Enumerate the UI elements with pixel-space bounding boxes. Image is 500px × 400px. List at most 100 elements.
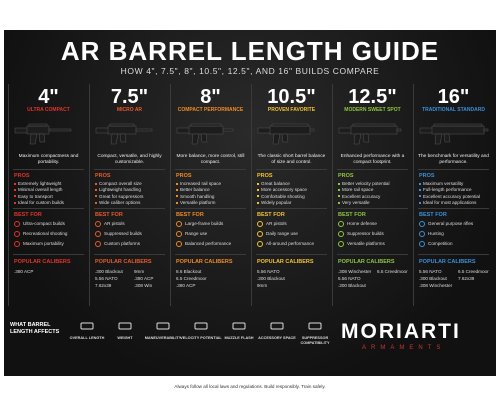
best-icon [14, 221, 20, 227]
pros-title: PROS [95, 173, 111, 179]
pro-item: Lightweight handling [95, 187, 141, 192]
best-item: Large-frame builds [176, 221, 223, 227]
bullet [95, 195, 97, 198]
best-item: Hunting [419, 231, 444, 237]
pro-item: Increased rail space [176, 181, 221, 186]
pro-text: Increased rail space [180, 181, 222, 186]
description: Maximum compactness and portability. [18, 154, 79, 165]
brand-sub: ARMAMENTS [362, 345, 446, 351]
best-text: Daily range use [266, 231, 298, 237]
caliber: 6.5 Creedmoor [458, 269, 489, 274]
pro-text: Compact overall size [99, 181, 142, 186]
column-label: PROVEN FAVORITE [267, 107, 316, 113]
pro-item: Maximum versatility [419, 181, 463, 186]
pro-item: Ideal for custom builds [14, 200, 64, 205]
pro-text: Full-length performance [423, 187, 472, 193]
divider [94, 208, 165, 209]
factor-label: MUZZLE FLASH [224, 336, 254, 340]
bullet [338, 182, 340, 185]
best-text: Large-frame builds [185, 221, 224, 227]
bullet [176, 182, 178, 185]
divider [13, 169, 84, 170]
best-text: Ultra-compact builds [23, 221, 65, 227]
disclaimer: Always follow all local laws and regulat… [174, 384, 326, 389]
best-icon [95, 231, 101, 237]
best-title: BEST FOR [176, 212, 204, 218]
caliber: 8.6 Blackout [176, 269, 202, 274]
column: 4" ULTRA COMPACT Maximum compactness and … [8, 84, 88, 306]
factor-label: SUPPRESSOR COMPATIBILITY [300, 336, 330, 345]
bullet [95, 189, 97, 192]
best-icon [419, 241, 425, 247]
best-icon [419, 231, 425, 237]
pro-item: Full-length performance [419, 187, 472, 192]
divider [418, 208, 489, 209]
factor-icon [232, 322, 246, 330]
pro-item: Very versatile [338, 200, 370, 205]
board [4, 30, 496, 376]
best-text: Suppressed builds [104, 231, 142, 237]
divider [256, 208, 327, 209]
divider [175, 169, 246, 170]
pro-item: Extremely lightweight [14, 181, 61, 186]
pro-item: Easy to transport [14, 194, 53, 199]
pros-title: PROS [338, 173, 354, 179]
best-text: Versatile platforms [347, 241, 385, 247]
factor-icon [118, 322, 132, 330]
best-text: Home defense [347, 221, 377, 227]
pro-text: Great balance [261, 181, 290, 186]
pro-text: Maximum versatility [423, 181, 464, 186]
pro-text: Better velocity potential [342, 181, 390, 186]
best-item: Recreational shooting [14, 231, 67, 237]
divider [13, 208, 84, 209]
rifle-image [419, 123, 489, 145]
best-text: Maximum portability [23, 241, 64, 247]
bullet [14, 201, 16, 204]
best-item: Balanced performance [176, 241, 231, 247]
barrel-size: 7.5" [110, 86, 149, 108]
divider [175, 208, 246, 209]
divider [418, 169, 489, 170]
column: 16" TRADITIONAL STANDARD The benchmark fo… [413, 84, 493, 306]
best-text: Custom platforms [104, 241, 140, 247]
factor-label: OVERALL LENGTH [69, 336, 105, 340]
caliber: 7.62x39 [458, 276, 475, 281]
best-icon [338, 241, 344, 247]
best-icon [257, 241, 263, 247]
pro-text: Lightweight handling [99, 187, 141, 193]
rifle-image [257, 123, 315, 145]
caliber: .380 ACP [176, 283, 196, 288]
pro-text: Widely popular [261, 199, 292, 205]
pro-item: Versatile platform [176, 200, 216, 205]
divider [94, 254, 165, 255]
caliber: 6.5 Creedmoor [176, 276, 207, 281]
caliber: .300 Blackout [257, 276, 285, 281]
bullet [14, 182, 16, 185]
pros-title: PROS [14, 173, 30, 179]
factor-icon [308, 322, 322, 330]
best-text: General purpose rifles [428, 221, 474, 227]
caliber: .380 ACP [14, 269, 34, 274]
factor-label: ACCESSORY SPACE [258, 336, 296, 340]
pros-title: PROS [419, 173, 435, 179]
caliber: 5.56 NATO [257, 269, 280, 274]
best-item: Maximum portability [14, 241, 64, 247]
barrel-size: 4" [38, 86, 59, 108]
barrel-size: 10.5" [267, 86, 316, 108]
best-item: Ultra-compact builds [14, 221, 65, 227]
best-text: Suppressor builds [347, 231, 384, 237]
brand: MORIARTI [341, 320, 461, 343]
pro-text: Minimal overall length [18, 187, 63, 193]
barrel-size: 8" [200, 86, 221, 108]
pro-text: Ideal for custom builds [18, 199, 64, 205]
best-text: Balanced performance [185, 241, 232, 247]
description: The benchmark for versatility and perfor… [418, 154, 489, 165]
pro-text: Better balance [180, 187, 210, 193]
best-icon [14, 231, 20, 237]
description: Compact, versatile, and highly customiza… [97, 154, 162, 165]
bullet [257, 189, 259, 192]
affects-title: WHAT BARREL LENGTH AFFECTS [10, 322, 60, 335]
pro-text: More accessory space [261, 187, 307, 193]
best-item: Suppressed builds [95, 231, 142, 237]
